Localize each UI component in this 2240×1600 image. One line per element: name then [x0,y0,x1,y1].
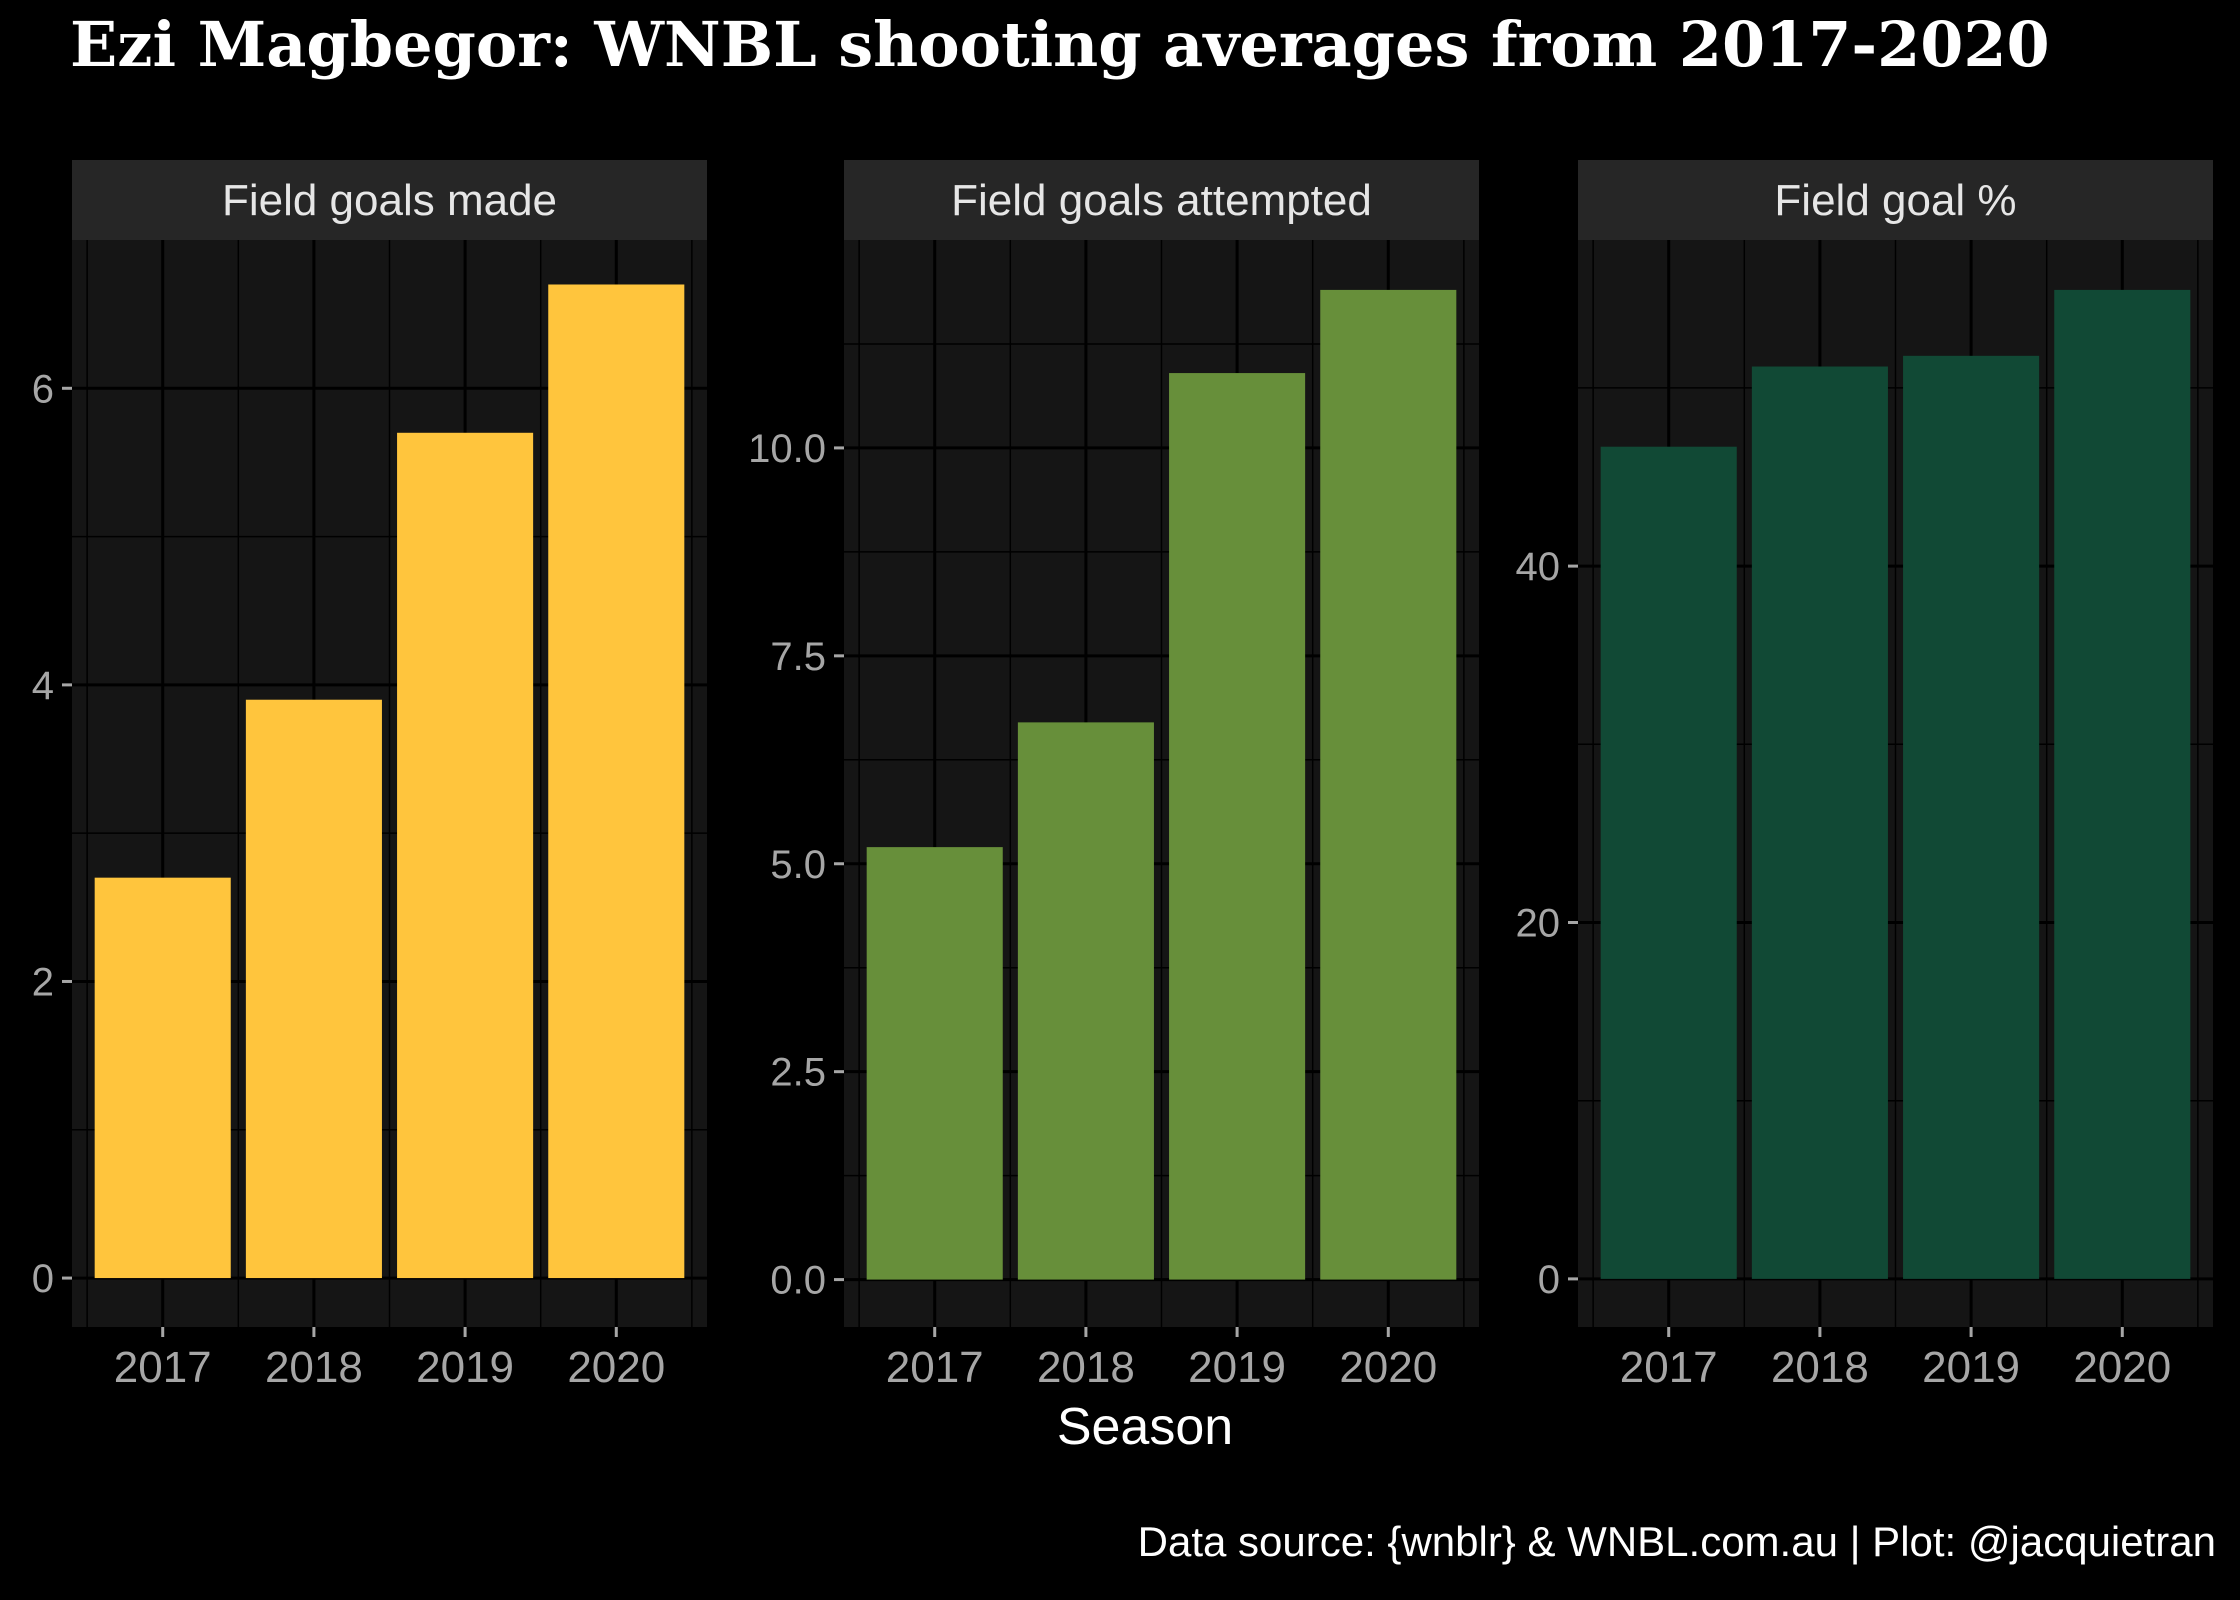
bar-2019 [1169,373,1306,1280]
bar-2017 [1600,446,1737,1279]
x-tick-label: 2019 [416,1343,514,1392]
x-tick-label: 2017 [1620,1343,1718,1392]
y-tick-label: 2.5 [770,1051,826,1095]
facet-strip-label: Field goals attempted [951,176,1372,225]
x-tick-label: 2019 [1188,1343,1286,1392]
x-tick-label: 2018 [1037,1343,1135,1392]
y-tick-label: 10.0 [748,427,826,471]
facet-panel-1: Field goals made 0 2 4 6 2017 2018 2019 2020 [32,160,707,1392]
y-tick-label: 0.0 [770,1259,826,1303]
bar-2018 [1017,722,1154,1280]
x-axis-label: Season [1056,1398,1234,1456]
y-tick-label: 7.5 [770,635,826,679]
x-tick-label: 2017 [114,1343,212,1392]
y-tick-label: 2 [32,960,54,1004]
x-tick-label: 2017 [886,1343,984,1392]
x-tick-label: 2018 [265,1343,363,1392]
y-tick-label: 5.0 [770,843,826,887]
bar-2020 [2054,289,2191,1279]
bar-2019 [397,432,534,1279]
x-tick-label: 2020 [567,1343,665,1392]
bar-2017 [866,847,1003,1280]
chart-title: Ezi Magbegor: WNBL shooting averages fro… [70,8,2050,81]
facet-strip-label: Field goals made [222,176,557,225]
x-tick-label: 2018 [1771,1343,1869,1392]
facet-strip [1578,160,2213,240]
facet-panel-3: Field goal % 0 20 40 2017 2018 2019 2020 [1516,160,2213,1392]
x-tick-label: 2020 [2073,1343,2171,1392]
facet-strip [72,160,707,240]
bar-2018 [245,699,382,1279]
x-tick-label: 2019 [1922,1343,2020,1392]
bar-2019 [1903,355,2040,1279]
bar-2020 [548,284,685,1279]
facet-panel-2: Field goals attempted 0.0 2.5 5.0 7.5 10.0 201… [748,160,1479,1392]
y-tick-label: 40 [1516,545,1561,589]
x-tick-label: 2020 [1339,1343,1437,1392]
bar-2018 [1751,366,1888,1279]
facet-strip-label: Field goal % [1774,176,2016,225]
facet-strip [844,160,1479,240]
y-tick-label: 4 [32,664,54,708]
y-tick-label: 0 [1538,1258,1560,1302]
bar-2017 [94,877,231,1279]
y-tick-label: 20 [1516,901,1561,945]
y-tick-label: 6 [32,367,54,411]
y-tick-label: 0 [32,1257,54,1301]
bar-2020 [1320,289,1457,1280]
caption: Data source: {wnblr} & WNBL.com.au | Plo… [1137,1518,2216,1565]
